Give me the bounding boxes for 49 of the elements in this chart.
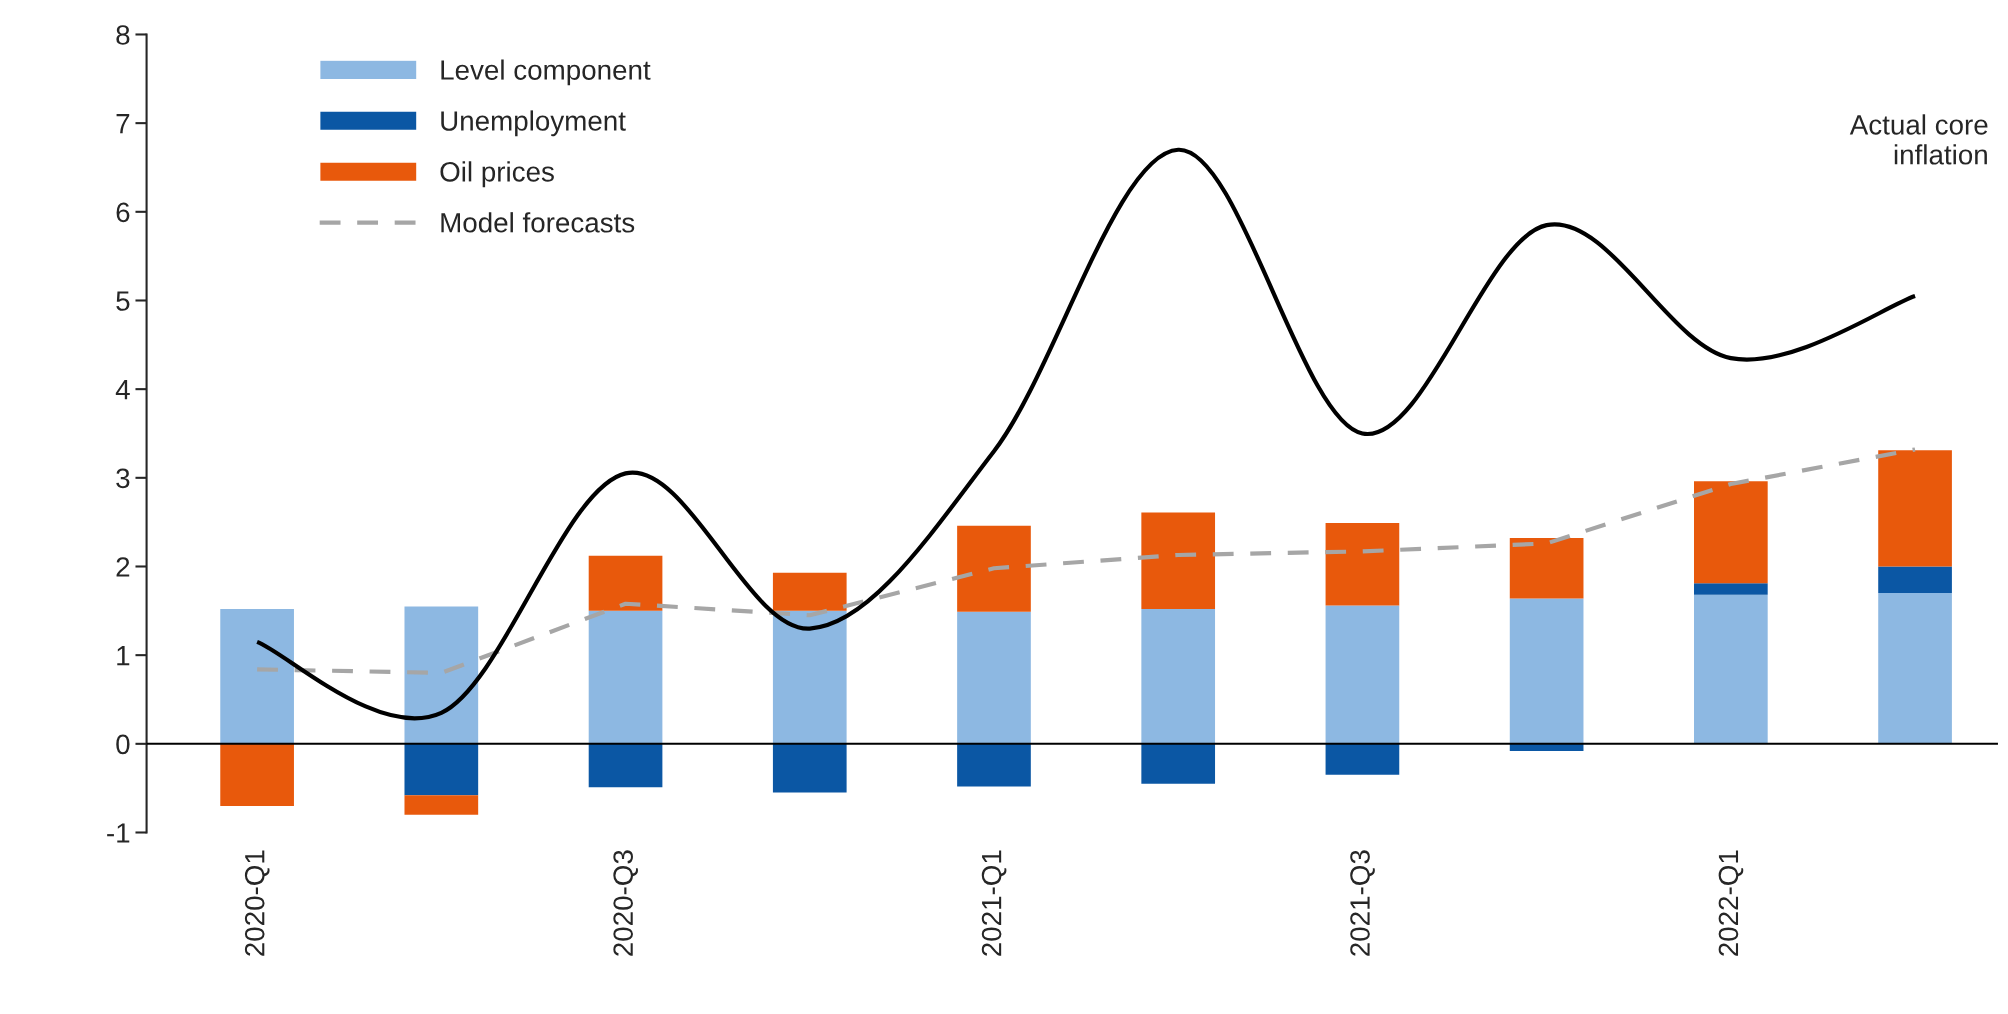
legend-label: Model forecasts [441,212,635,233]
legend-label: Oil prices [440,161,554,188]
bar [588,610,663,744]
bar [1325,605,1400,744]
y-tick-label: 8 [116,25,130,45]
bar [1141,512,1216,610]
bar [1509,538,1584,599]
bar [772,572,847,611]
bar [1325,523,1400,606]
x-tick-label: 2020-Q1 [244,850,270,956]
bar [1694,481,1768,584]
x-tick-label: 2021-Q3 [1350,850,1375,956]
bar [1694,594,1768,744]
x-tick-label: 2020-Q3 [613,850,638,956]
x-tick-label: 2022-Q1 [1718,850,1744,956]
bar [1878,566,1952,594]
bar [957,611,1031,744]
bar [957,525,1031,612]
legend-label: Level component [441,59,651,86]
bar [1878,593,1952,744]
bar [404,795,479,815]
y-tick-label: 4 [115,380,130,400]
y-tick-label: 1 [117,646,130,666]
bar [772,743,847,793]
bar [404,606,479,744]
y-tick-label: 0 [116,734,130,755]
bar [220,743,294,806]
bar [588,555,663,611]
line-series [255,447,1918,675]
y-tick-label: -1 [107,823,130,843]
y-tick-label: 7 [116,114,130,134]
y-tick-label: 6 [116,202,130,223]
y-tick-label: 2 [116,557,130,577]
y-tick-label: 5 [116,291,130,311]
legend-label: Unemployment [441,110,626,137]
bar [404,743,479,796]
bar [1141,609,1216,744]
annotation: Actual core inflation [1849,114,1988,165]
bar [1325,743,1400,775]
bar [1878,450,1952,567]
bar [1509,598,1584,744]
x-tick-label: 2021-Q1 [981,850,1007,956]
bar [588,743,663,788]
bar [1694,583,1768,595]
bar [957,743,1031,787]
bar [772,610,847,744]
bar [220,609,294,744]
y-tick-label: 3 [116,468,130,489]
bar [1141,743,1216,784]
